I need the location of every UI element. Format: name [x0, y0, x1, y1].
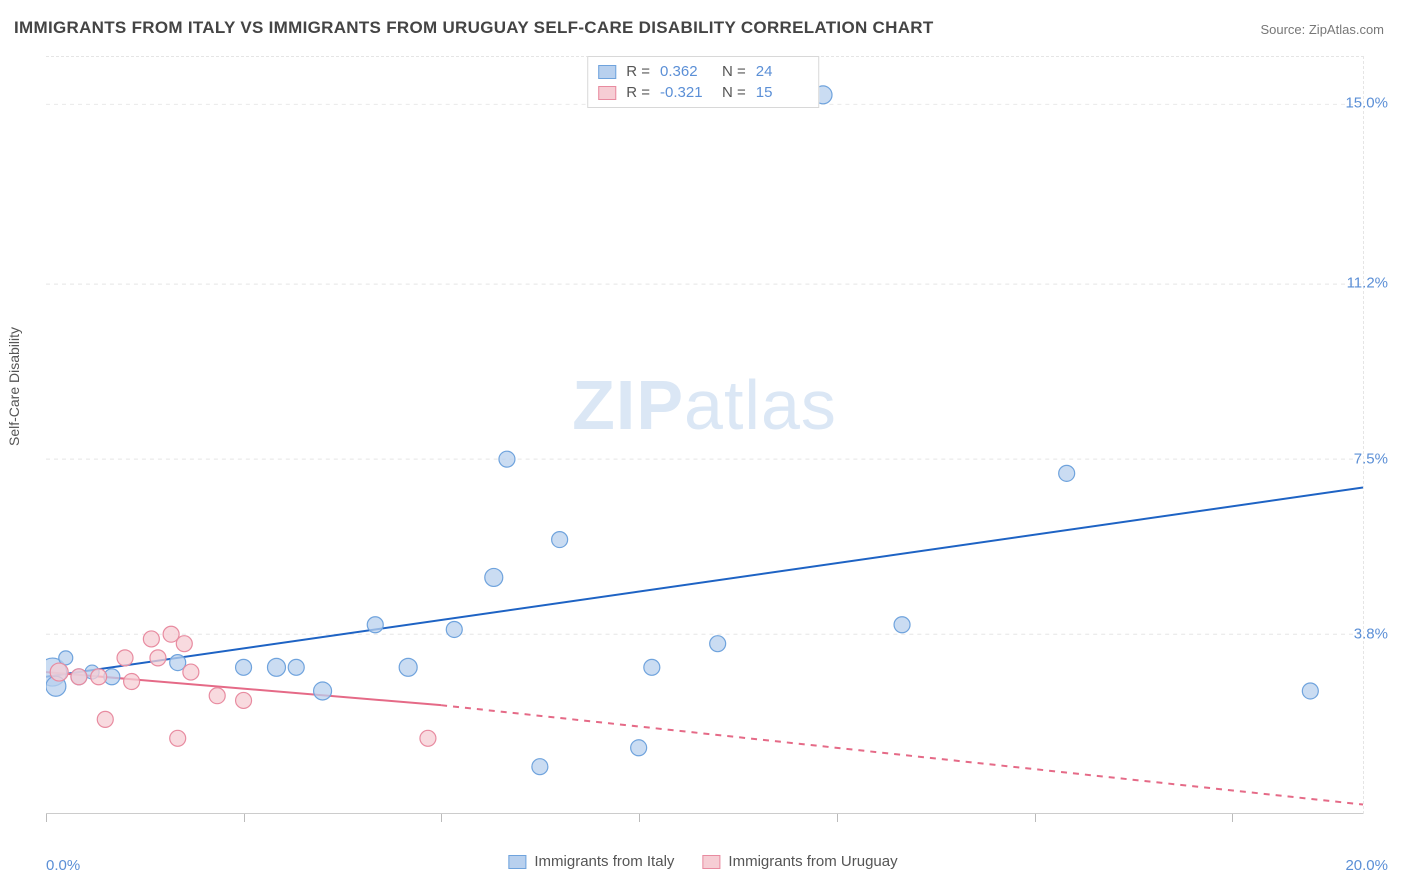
- y-axis-tick-label: 3.8%: [1354, 625, 1388, 642]
- y-axis-tick-label: 11.2%: [1347, 275, 1388, 292]
- legend-item-italy: Immigrants from Italy: [508, 853, 674, 870]
- stat-r-uruguay: -0.321: [660, 82, 712, 103]
- chart-svg: [46, 57, 1363, 814]
- stat-n-uruguay: 15: [756, 82, 808, 103]
- legend-label-uruguay: Immigrants from Uruguay: [728, 853, 897, 870]
- swatch-italy: [598, 65, 616, 79]
- swatch-italy: [508, 855, 526, 869]
- bottom-legend: Immigrants from Italy Immigrants from Ur…: [508, 853, 897, 870]
- swatch-uruguay: [702, 855, 720, 869]
- legend-item-uruguay: Immigrants from Uruguay: [702, 853, 897, 870]
- plot-area: ZIPatlas: [46, 56, 1364, 814]
- stats-row-uruguay: R = -0.321 N = 15: [598, 82, 808, 103]
- stat-label-r: R =: [626, 82, 650, 103]
- x-axis-min-label: 0.0%: [46, 857, 80, 874]
- stat-label-n: N =: [722, 61, 746, 82]
- stat-label-n: N =: [722, 82, 746, 103]
- legend-label-italy: Immigrants from Italy: [534, 853, 674, 870]
- chart-title: IMMIGRANTS FROM ITALY VS IMMIGRANTS FROM…: [14, 18, 934, 38]
- y-axis-tick-label: 7.5%: [1354, 450, 1388, 467]
- y-axis-tick-label: 15.0%: [1345, 95, 1388, 112]
- stats-legend-box: R = 0.362 N = 24 R = -0.321 N = 15: [587, 56, 819, 108]
- x-tick-marks: [46, 812, 1364, 822]
- stat-n-italy: 24: [756, 61, 808, 82]
- stats-row-italy: R = 0.362 N = 24: [598, 61, 808, 82]
- source-attribution: Source: ZipAtlas.com: [1260, 22, 1384, 37]
- stat-r-italy: 0.362: [660, 61, 712, 82]
- swatch-uruguay: [598, 86, 616, 100]
- y-axis-label: Self-Care Disability: [6, 327, 22, 446]
- x-axis-max-label: 20.0%: [1345, 857, 1388, 874]
- stat-label-r: R =: [626, 61, 650, 82]
